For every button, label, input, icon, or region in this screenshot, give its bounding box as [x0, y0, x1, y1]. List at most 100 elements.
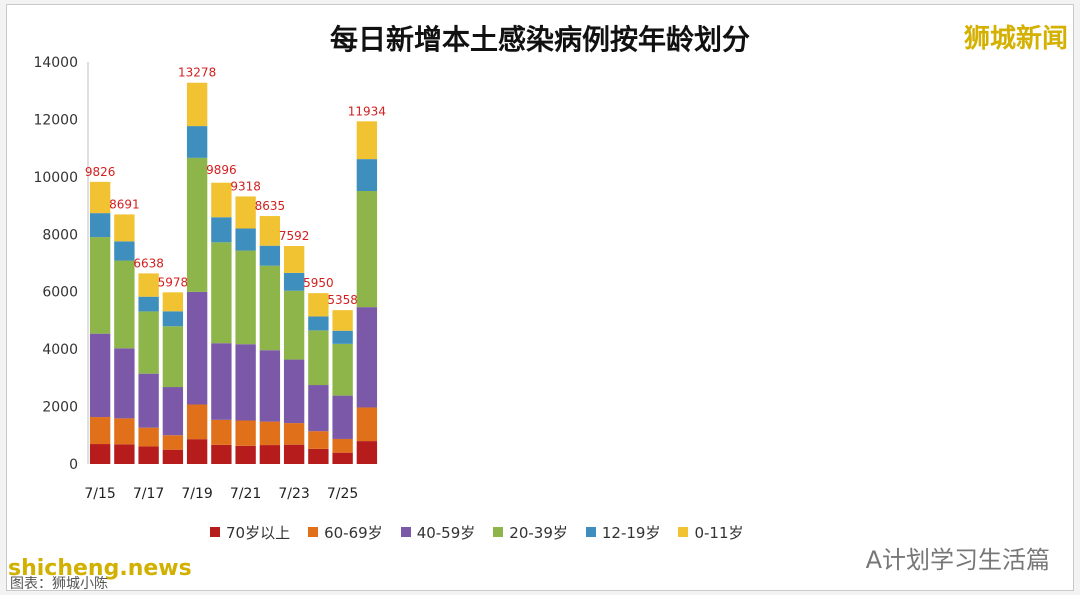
bar-segment — [89, 444, 111, 464]
bar-segment — [186, 291, 208, 405]
y-tick-label: 12000 — [33, 112, 78, 128]
y-tick-label: 2000 — [42, 400, 78, 416]
chart-title: 每日新增本土感染病例按年龄划分 — [329, 23, 750, 56]
bar-segment — [259, 421, 281, 446]
bar-segment — [235, 196, 256, 229]
bar-total-label: 9318 — [230, 179, 261, 193]
bar-segment — [186, 126, 208, 158]
brand-logo: 狮城新闻 — [963, 24, 1068, 54]
bar-segment — [283, 272, 305, 291]
bar-segment — [211, 343, 232, 420]
bar-segment — [235, 228, 256, 251]
social-tag: A计划学习生活篇 — [865, 546, 1050, 574]
watermark: shicheng.news — [8, 556, 192, 581]
bar-segment — [186, 439, 208, 464]
bar-segment — [356, 121, 378, 160]
bar-segment — [162, 435, 184, 450]
bar-segment — [308, 431, 329, 449]
bar-segment — [308, 330, 329, 386]
bar-segment — [259, 245, 281, 266]
bar-segment — [308, 293, 329, 317]
bar-segment — [283, 423, 305, 445]
x-tick-label: 7/19 — [181, 486, 212, 502]
bar-segment — [332, 310, 353, 331]
bar-segment — [332, 438, 353, 453]
y-tick-label: 10000 — [33, 170, 78, 186]
bar-segment — [138, 427, 159, 447]
y-tick-label: 6000 — [42, 285, 78, 301]
bar-segment — [162, 449, 184, 464]
bar-total-label: 5950 — [303, 276, 334, 290]
bar-segment — [211, 419, 232, 445]
bar-segment — [89, 181, 111, 214]
bar-total-label: 11934 — [348, 104, 386, 118]
source-note: 图表：狮城小陈 — [10, 576, 108, 592]
bar-segment — [356, 159, 378, 192]
bar-segment — [356, 407, 378, 442]
bar-segment — [283, 246, 305, 273]
bar-segment — [186, 157, 208, 292]
x-tick-label: 7/25 — [327, 486, 358, 502]
bar-total-label: 9826 — [85, 165, 116, 179]
y-tick-label: 4000 — [42, 342, 78, 358]
bar-segment — [283, 359, 305, 424]
legend-item-12-19: 12-19岁 — [585, 522, 660, 543]
bar-segment — [235, 445, 256, 464]
bar-segment — [332, 330, 353, 344]
bar-segment — [235, 344, 256, 421]
bar-segment — [308, 385, 329, 432]
y-tick-label: 14000 — [33, 55, 78, 71]
bar-total-label: 7592 — [279, 229, 310, 243]
bar-segment — [211, 182, 232, 218]
legend-item-20-39: 20-39岁 — [493, 522, 568, 543]
bar-segment — [259, 350, 281, 422]
bar-total-label: 13278 — [178, 66, 216, 80]
bar-segment — [308, 316, 329, 331]
bar-segment — [114, 418, 135, 445]
bar-total-label: 9896 — [206, 163, 237, 177]
bar-segment — [89, 213, 111, 238]
bar-segment — [259, 216, 281, 246]
bar-segment — [356, 441, 378, 464]
bar-segment — [332, 452, 353, 464]
legend-item-40-59: 40-59岁 — [400, 522, 475, 543]
bar-segment — [138, 373, 159, 428]
bar-segment — [114, 348, 135, 419]
bar-segment — [162, 326, 184, 388]
bar-segment — [89, 333, 111, 418]
bars: 9826 8691 6638 5978 13278 9896 9318 8635 7592 595… — [85, 66, 386, 464]
bar-segment — [89, 237, 111, 334]
bar-segment — [162, 311, 184, 327]
bar-segment — [259, 445, 281, 464]
x-tick-label: 7/21 — [230, 486, 261, 502]
bar-segment — [211, 444, 232, 464]
bar-total-label: 5358 — [327, 293, 358, 307]
bar-segment — [114, 241, 135, 261]
bar-segment — [308, 448, 329, 464]
bar-segment — [162, 387, 184, 436]
bar-segment — [259, 265, 281, 351]
x-tick-label: 7/23 — [278, 486, 309, 502]
legend: 70岁以上 60-69岁 40-59岁 20-39岁 12-19岁 0-11岁 — [210, 521, 850, 543]
bar-segment — [283, 290, 305, 360]
y-tick-label: 8000 — [42, 227, 78, 243]
y-axis: 0 2000 4000 6000 8000 10000 12000 14000 — [33, 55, 89, 473]
bar-segment — [138, 311, 159, 374]
bar-segment — [332, 395, 353, 439]
bar-segment — [89, 417, 111, 445]
bar-segment — [211, 217, 232, 243]
legend-item-70plus: 70岁以上 — [210, 522, 290, 543]
chart-frame — [6, 4, 1074, 591]
bar-segment — [186, 82, 208, 127]
bar-segment — [114, 260, 135, 349]
bar-segment — [356, 191, 378, 308]
x-tick-label: 7/17 — [133, 486, 164, 502]
bar-segment — [138, 296, 159, 312]
bar-segment — [356, 307, 378, 408]
bar-segment — [138, 446, 159, 464]
bar-segment — [235, 420, 256, 446]
bar-segment — [114, 214, 135, 242]
bar-segment — [186, 404, 208, 440]
bar-segment — [332, 343, 353, 396]
